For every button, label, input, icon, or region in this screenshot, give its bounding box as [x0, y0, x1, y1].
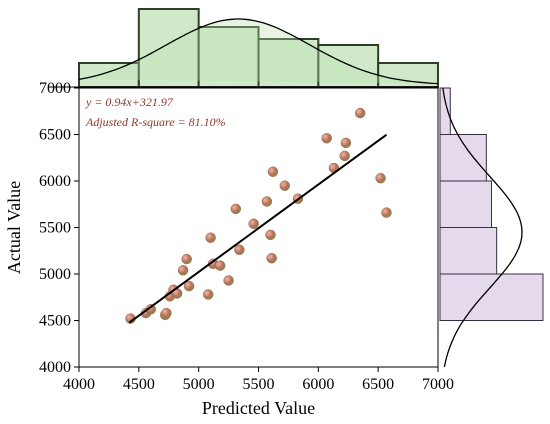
data-point: [248, 218, 259, 230]
data-point: [267, 166, 279, 177]
right-histogram: [439, 87, 544, 368]
data-points: [125, 107, 392, 324]
data-point: [266, 253, 277, 264]
y-tick-label: 5000: [39, 266, 71, 283]
data-point: [375, 172, 386, 184]
x-tick-label: 7000: [422, 376, 454, 393]
y-tick-label: 5500: [39, 220, 71, 237]
data-point: [223, 275, 234, 286]
data-point: [265, 229, 276, 241]
top-histogram: [49, 8, 439, 88]
data-point: [321, 132, 332, 144]
right-density-curve: [442, 87, 523, 368]
data-point: [145, 304, 157, 315]
right-histogram-bar: [439, 87, 451, 135]
data-point: [340, 137, 352, 149]
y-tick-label: 6500: [39, 127, 71, 144]
data-point: [181, 253, 192, 265]
data-point: [339, 150, 350, 162]
x-tick-label: 5500: [243, 376, 275, 393]
data-point: [279, 180, 290, 191]
data-point: [161, 307, 172, 319]
data-point: [202, 289, 214, 300]
x-tick-label: 4000: [63, 376, 95, 393]
data-point: [205, 232, 216, 243]
regression-line: [128, 133, 388, 324]
data-point: [355, 107, 366, 119]
right-histogram-bar: [439, 227, 498, 275]
y-tick-label: 4000: [39, 359, 71, 376]
x-tick-label: 5000: [183, 376, 215, 393]
data-point: [214, 260, 226, 271]
x-axis-label: Predicted Value: [202, 398, 315, 418]
data-point: [230, 203, 242, 215]
data-point: [234, 244, 245, 256]
data-point: [183, 280, 195, 292]
x-tick-label: 6000: [302, 376, 334, 393]
right-histogram-bar: [439, 273, 544, 321]
x-tick-label: 4500: [123, 376, 155, 393]
y-tick-label: 4500: [39, 313, 71, 330]
right-histogram-bar: [439, 134, 487, 182]
x-tick-label: 6500: [362, 376, 394, 393]
regression-equation: y = 0.94x+321.97: [85, 95, 174, 109]
y-axis: 4000 4500 5000 5500 6000 6500 7000: [39, 80, 79, 376]
top-density-curve: [78, 18, 439, 85]
x-axis: 4000 4500 5000 5500 6000 6500 7000: [63, 367, 454, 393]
y-tick-label: 6000: [39, 173, 71, 190]
top-histogram-bar: [137, 8, 200, 88]
y-axis-label: Actual Value: [4, 181, 24, 274]
y-tick-label: 7000: [39, 80, 71, 97]
data-point: [381, 207, 392, 218]
data-point: [177, 265, 189, 276]
data-point: [261, 196, 273, 207]
right-histogram-bar: [439, 180, 492, 228]
adjusted-r-square-label: Adjusted R-square = 81.10%: [85, 115, 226, 129]
